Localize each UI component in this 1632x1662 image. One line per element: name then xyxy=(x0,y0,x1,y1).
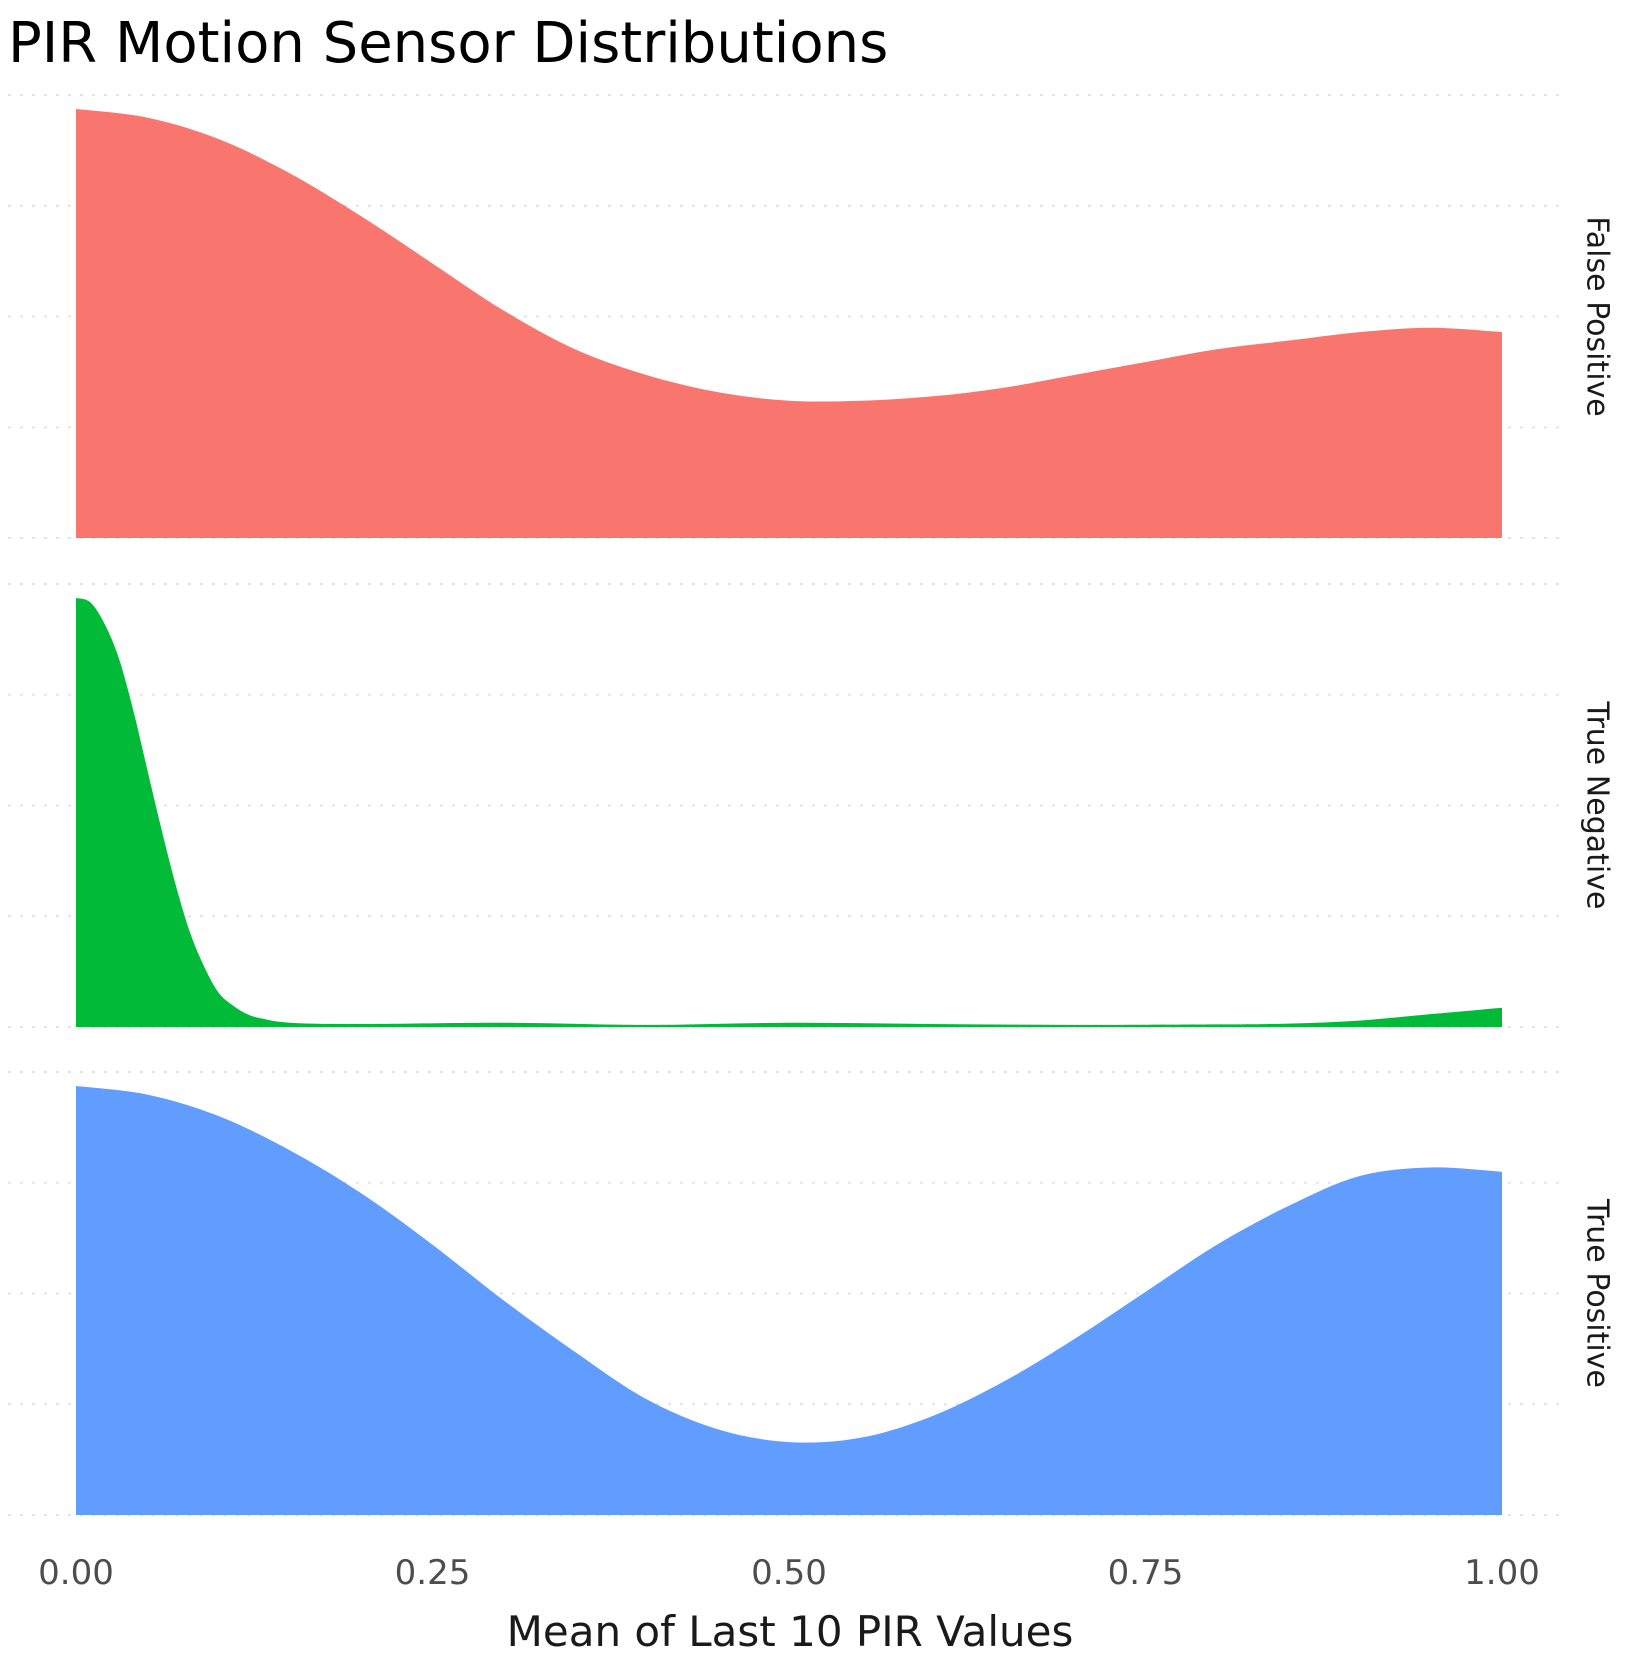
density-area-false-positive xyxy=(76,109,1502,538)
strip-label-true-negative: True Negative xyxy=(1580,701,1615,910)
x-axis-title: Mean of Last 10 PIR Values xyxy=(507,1607,1074,1656)
density-area-true-positive xyxy=(76,1086,1502,1515)
x-tick-label: 0.00 xyxy=(38,1553,114,1593)
area-layer xyxy=(76,109,1502,1515)
x-axis-ticks: 0.00 0.25 0.50 0.75 1.00 xyxy=(38,1553,1540,1593)
strip-label-false-positive: False Positive xyxy=(1580,216,1615,417)
strip-label-true-positive: True Positive xyxy=(1580,1198,1615,1388)
x-tick-label: 1.00 xyxy=(1464,1553,1540,1593)
x-tick-label: 0.75 xyxy=(1108,1553,1184,1593)
x-tick-label: 0.50 xyxy=(751,1553,827,1593)
chart-title: PIR Motion Sensor Distributions xyxy=(8,11,888,76)
x-tick-label: 0.25 xyxy=(395,1553,471,1593)
strip-labels: False Positive True Negative True Positive xyxy=(1580,216,1615,1388)
density-area-true-negative xyxy=(76,598,1502,1027)
